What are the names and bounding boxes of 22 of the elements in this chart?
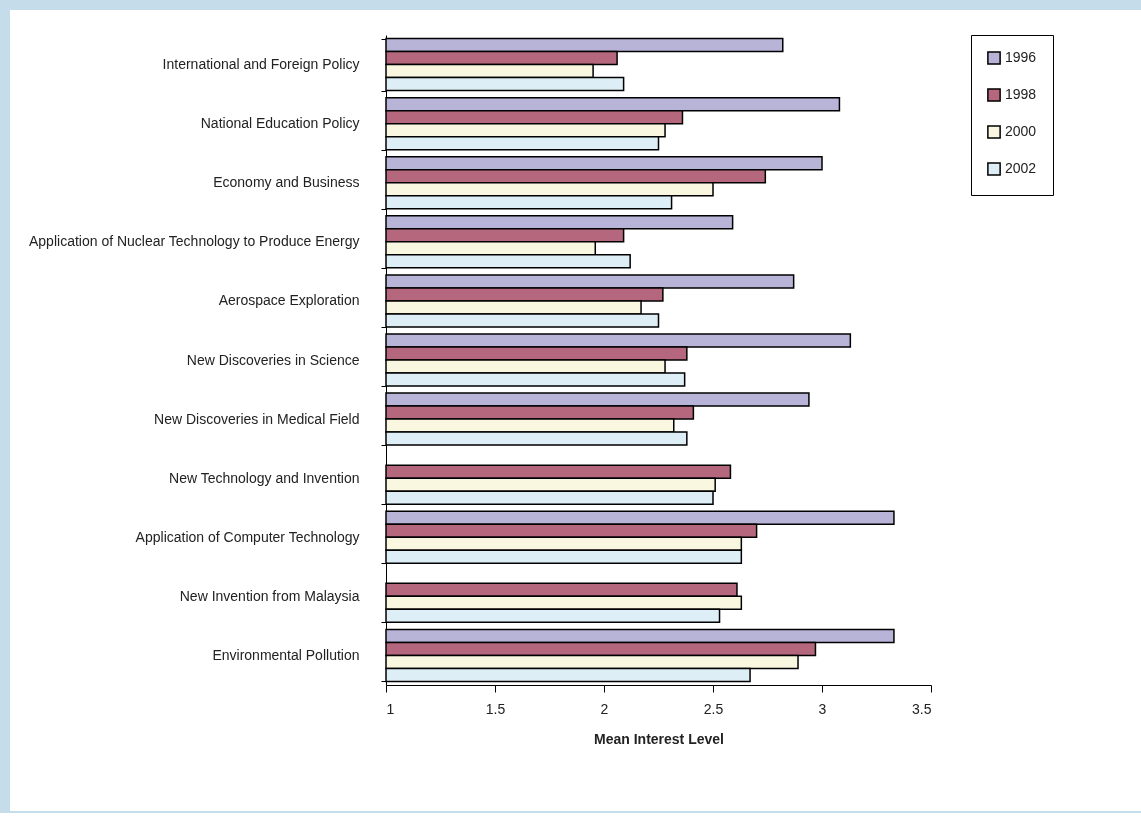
legend-label: 1996 — [1005, 49, 1037, 65]
x-tick-label: 1.5 — [485, 700, 506, 717]
x-tick-label: 3 — [818, 700, 827, 717]
x-tick-label: 1 — [386, 700, 395, 717]
y-tick-label: Environmental Pollution — [212, 646, 360, 663]
y-tick-label: New Invention from Malaysia — [179, 587, 360, 604]
legend-label: 2002 — [1005, 160, 1037, 176]
x-tick-label: 2.5 — [703, 700, 724, 717]
legend-label: 1998 — [1005, 86, 1037, 102]
y-tick-label: New Discoveries in Science — [186, 351, 360, 368]
x-tick-label: 2 — [600, 700, 609, 717]
y-tick-label: International and Foreign Policy — [162, 56, 360, 73]
legend-label: 2000 — [1005, 123, 1037, 139]
y-tick-label: New Discoveries in Medical Field — [154, 410, 360, 427]
y-tick-label: New Technology and Invention — [169, 469, 360, 486]
y-tick-label: Application of Nuclear Technology to Produce Energy — [29, 233, 360, 250]
y-tick-label: Application of Computer Technology — [135, 528, 360, 545]
y-tick-label: National Education Policy — [200, 115, 360, 132]
y-tick-label: Economy and Business — [213, 174, 360, 191]
y-tick-label: Aerospace Exploration — [218, 292, 360, 309]
x-axis-title: Mean Interest Level — [594, 730, 724, 747]
x-tick-label: 3.5 — [912, 700, 932, 717]
